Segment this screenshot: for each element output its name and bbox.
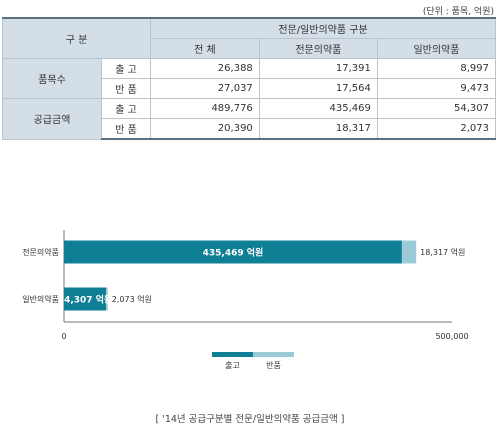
bar-release	[64, 240, 402, 264]
unit-note: (단위 : 품목, 억원)	[422, 7, 494, 17]
legend-label: 출고	[225, 360, 240, 370]
data-label-release: 435,469 억원	[203, 247, 264, 259]
data-label-release: 54,307 억원	[58, 294, 112, 306]
header-col-prescription: 전문의약품	[258, 38, 378, 59]
data-label-return: 18,317 억원	[420, 247, 465, 257]
x-tick-label: 0	[61, 332, 66, 341]
table-row: 반 품 20,390 18,317 2,073	[3, 118, 497, 140]
table-row: 공급금액 출 고 489,776 435,469 54,307	[2, 98, 497, 140]
bar-release	[64, 287, 107, 311]
category-label: 일반의약품	[22, 294, 59, 304]
table-row: 품목수 출 고 26,388 17,391 8,997	[2, 58, 497, 99]
table-row: 반 품 27,037 17,564 9,473	[3, 78, 497, 99]
x-tick-label: 500,000	[435, 332, 468, 341]
row-sub-label: 반 품	[101, 118, 151, 140]
header-category: 구 분	[2, 17, 151, 59]
legend-label: 반품	[266, 361, 281, 370]
table-cell: 489,776	[150, 98, 260, 119]
header-group: 전문/일반의약품 구분	[150, 17, 496, 39]
data-label-return: 2,073 억원	[112, 294, 152, 304]
bar-return	[106, 287, 108, 311]
legend-swatch-release	[212, 352, 253, 357]
header-col-otc: 일반의약품	[376, 38, 497, 59]
table-cell: 54,307	[376, 98, 497, 119]
legend-swatch-return	[253, 352, 294, 357]
table-cell: 2,073	[376, 118, 497, 140]
bar-return	[401, 240, 417, 264]
supply-table: 구 분 전문/일반의약품 구분 전 체 전문의약품 일반의약품 품목수 출 고 …	[2, 17, 497, 140]
row-group-amount: 공급금액	[2, 98, 102, 140]
row-sub-label: 출 고	[101, 98, 151, 119]
figure-caption: [ '14년 공급구분별 전문/일반의약품 공급금액 ]	[155, 414, 345, 425]
header-col-total: 전 체	[150, 38, 260, 59]
category-label: 전문의약품	[22, 247, 59, 257]
row-group-items: 품목수	[2, 58, 102, 99]
